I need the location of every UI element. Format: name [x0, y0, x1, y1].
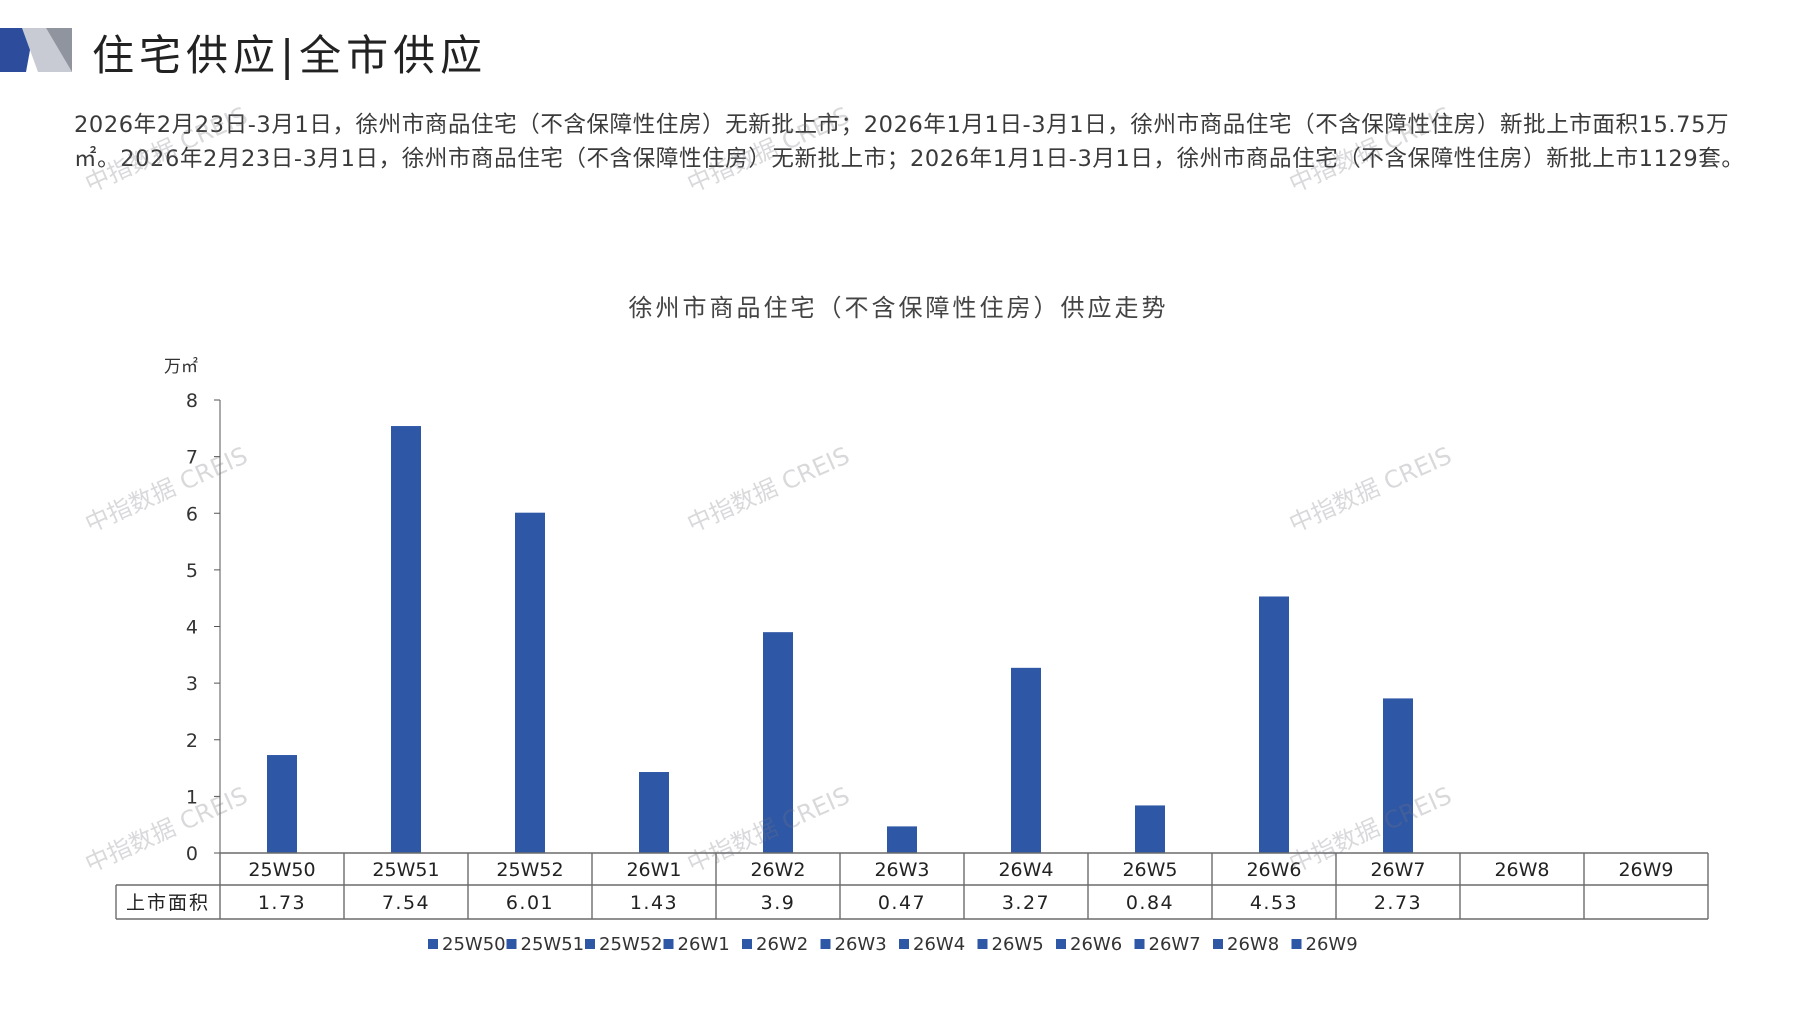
bar — [639, 772, 669, 853]
legend-swatch — [506, 939, 517, 949]
legend-label: 26W1 — [678, 934, 730, 955]
legend-swatch — [663, 939, 674, 949]
bar — [1011, 667, 1041, 853]
y-tick-label: 2 — [186, 730, 198, 752]
bar — [391, 426, 421, 853]
chart-title: 徐州市商品住宅（不含保障性住房）供应走势 — [628, 294, 1169, 322]
legend-label: 26W6 — [1070, 934, 1122, 955]
legend-label: 25W50 — [442, 934, 506, 955]
y-tick-label: 6 — [186, 503, 198, 525]
legend-label: 25W51 — [521, 934, 585, 955]
bar — [267, 755, 297, 853]
legend-label: 26W2 — [756, 934, 808, 955]
data-label: 0.47 — [878, 892, 926, 914]
x-category-label: 26W9 — [1618, 859, 1673, 881]
legend-swatch — [1056, 939, 1066, 949]
table-series-label: 上市面积 — [126, 892, 210, 914]
legend-label: 26W5 — [992, 934, 1044, 955]
legend-swatch — [742, 939, 752, 949]
bar — [1383, 698, 1413, 853]
bar — [763, 632, 793, 853]
x-category-label: 26W4 — [998, 859, 1053, 881]
summary-text: 2026年2月23日-3月1日，徐州市商品住宅（不含保障性住房）无新批上市；20… — [74, 112, 1745, 172]
y-tick-label: 5 — [186, 560, 198, 582]
data-label: 1.73 — [258, 892, 306, 914]
legend-swatch — [977, 939, 988, 949]
data-label: 2.73 — [1374, 892, 1422, 914]
x-category-label: 26W7 — [1370, 859, 1425, 881]
y-axis-unit: 万㎡ — [164, 357, 198, 377]
legend-label: 26W8 — [1227, 934, 1279, 955]
legend-label: 26W3 — [835, 934, 887, 955]
bar — [1135, 805, 1165, 853]
legend-swatch — [820, 939, 831, 949]
legend-swatch — [1291, 939, 1302, 949]
data-label: 4.53 — [1250, 892, 1298, 914]
x-category-label: 26W2 — [750, 859, 805, 881]
y-tick-label: 1 — [186, 786, 198, 808]
x-category-label: 26W5 — [1122, 859, 1177, 881]
bar — [515, 512, 545, 853]
legend-swatch — [1134, 939, 1145, 949]
y-tick-label: 0 — [186, 843, 198, 865]
data-label: 3.9 — [761, 892, 796, 914]
x-category-label: 26W6 — [1246, 859, 1301, 881]
data-label: 1.43 — [630, 892, 678, 914]
x-category-label: 25W52 — [496, 859, 563, 881]
data-label: 0.84 — [1126, 892, 1174, 914]
legend-swatch — [899, 939, 909, 949]
header-logo — [0, 28, 72, 72]
data-label: 7.54 — [382, 892, 430, 914]
bar — [887, 826, 917, 853]
legend-swatch — [428, 939, 438, 949]
y-tick-label: 4 — [186, 617, 198, 639]
legend-label: 26W7 — [1149, 934, 1201, 955]
y-tick-label: 8 — [186, 390, 198, 412]
data-label: 3.27 — [1002, 892, 1050, 914]
legend-swatch — [1213, 939, 1223, 949]
x-category-label: 26W8 — [1494, 859, 1549, 881]
bar — [1259, 596, 1289, 853]
legend-label: 25W52 — [599, 934, 663, 955]
legend-label: 26W4 — [913, 934, 965, 955]
x-category-label: 26W1 — [626, 859, 681, 881]
x-category-label: 25W50 — [248, 859, 315, 881]
legend-label: 26W9 — [1306, 934, 1358, 955]
data-label: 6.01 — [506, 892, 554, 914]
page-title: 住宅供应|全市供应 — [92, 31, 488, 80]
x-category-label: 25W51 — [372, 859, 439, 881]
y-tick-label: 7 — [186, 447, 198, 469]
legend-swatch — [585, 939, 595, 949]
x-category-label: 26W3 — [874, 859, 929, 881]
y-tick-label: 3 — [186, 673, 198, 695]
